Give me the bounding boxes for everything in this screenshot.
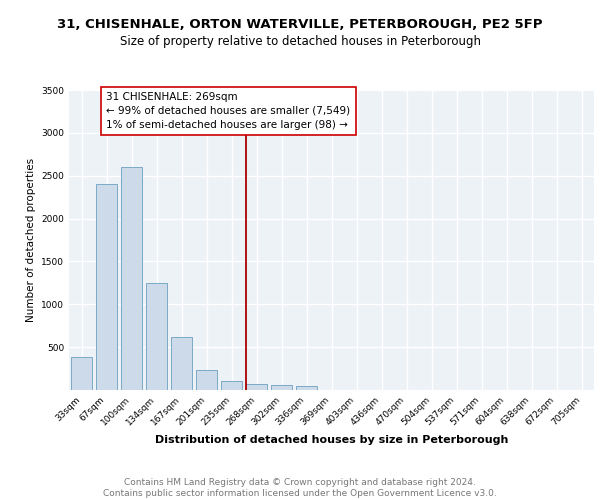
Bar <box>121 167 142 390</box>
Bar <box>221 380 242 390</box>
Bar <box>246 384 267 390</box>
Text: Contains HM Land Registry data © Crown copyright and database right 2024.
Contai: Contains HM Land Registry data © Crown c… <box>103 478 497 498</box>
Bar <box>146 283 167 390</box>
Text: 31, CHISENHALE, ORTON WATERVILLE, PETERBOROUGH, PE2 5FP: 31, CHISENHALE, ORTON WATERVILLE, PETERB… <box>57 18 543 30</box>
X-axis label: Distribution of detached houses by size in Peterborough: Distribution of detached houses by size … <box>155 436 508 446</box>
Bar <box>196 370 217 390</box>
Y-axis label: Number of detached properties: Number of detached properties <box>26 158 35 322</box>
Bar <box>96 184 117 390</box>
Bar <box>71 356 92 390</box>
Bar <box>171 337 192 390</box>
Bar <box>296 386 317 390</box>
Text: Size of property relative to detached houses in Peterborough: Size of property relative to detached ho… <box>119 35 481 48</box>
Text: 31 CHISENHALE: 269sqm
← 99% of detached houses are smaller (7,549)
1% of semi-de: 31 CHISENHALE: 269sqm ← 99% of detached … <box>107 92 350 130</box>
Bar <box>271 386 292 390</box>
